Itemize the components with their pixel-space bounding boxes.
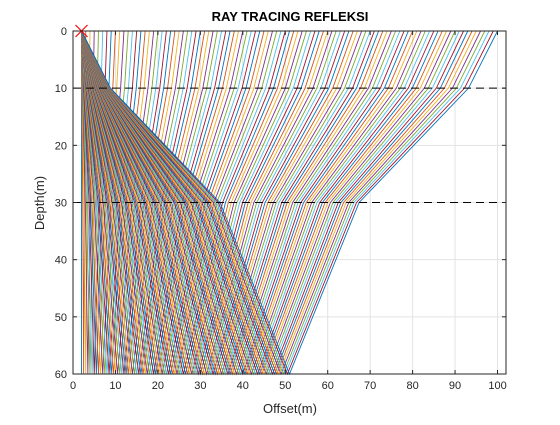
x-tick-label: 60 [322,380,334,392]
y-tick-label: 40 [55,255,67,267]
x-tick-label: 40 [237,380,249,392]
x-tick-label: 10 [109,380,121,392]
x-tick-label: 20 [152,380,164,392]
y-tick-label: 60 [55,369,67,381]
x-axis-label: Offset(m) [263,401,317,416]
x-tick-label: 50 [279,380,291,392]
chart-title: RAY TRACING REFLEKSI [212,9,369,24]
y-tick-label: 30 [55,198,67,210]
y-axis-label: Depth(m) [32,176,47,230]
y-tick-label: 20 [55,140,67,152]
x-tick-label: 30 [194,380,206,392]
x-tick-label: 100 [488,380,506,392]
y-tick-label: 0 [61,26,67,38]
x-tick-label: 90 [449,380,461,392]
x-tick-label: 80 [406,380,418,392]
y-tick-label: 10 [55,83,67,95]
x-tick-label: 0 [70,380,76,392]
y-tick-label: 50 [55,312,67,324]
x-tick-label: 70 [364,380,376,392]
axis-ticks: 0 10 20 30 40 50 60 70 80 90 100 0 10 20 30 40 50 60 [55,26,507,392]
